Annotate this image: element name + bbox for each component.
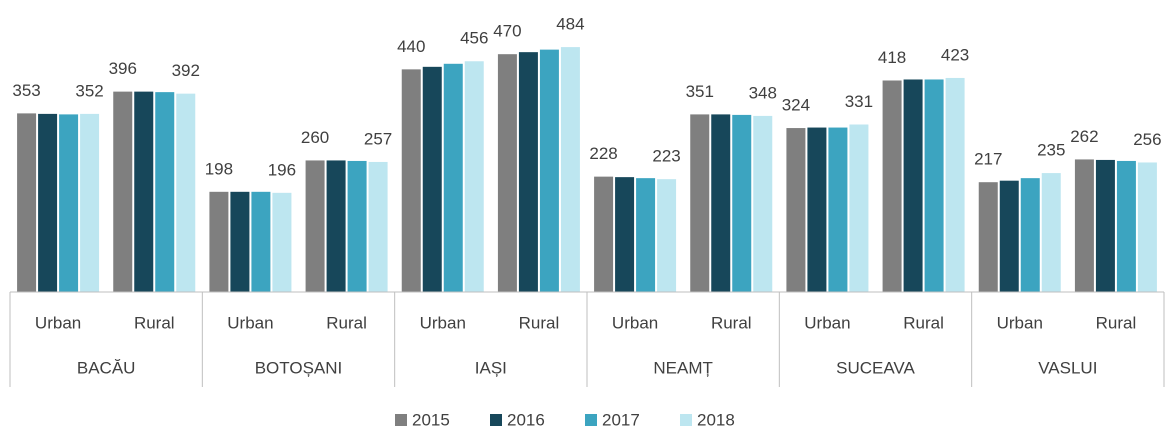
data-label: 353 xyxy=(12,81,40,100)
group-label: BACĂU xyxy=(77,358,136,377)
group-label: NEAMȚ xyxy=(653,358,713,377)
data-label: 223 xyxy=(652,147,680,166)
data-label: 456 xyxy=(460,29,488,48)
data-label: 423 xyxy=(941,45,969,64)
bar xyxy=(1137,162,1157,292)
bar xyxy=(176,93,196,292)
bar xyxy=(497,54,517,293)
bar xyxy=(251,191,271,292)
data-label: 348 xyxy=(749,83,777,102)
bar xyxy=(443,63,463,292)
bar xyxy=(518,52,538,292)
bar xyxy=(59,114,79,292)
bar xyxy=(690,114,710,292)
legend-label: 2018 xyxy=(697,410,735,429)
data-label: 440 xyxy=(397,37,425,56)
group-label: BOTOȘANI xyxy=(255,358,343,377)
bar xyxy=(732,114,752,293)
bar xyxy=(422,66,442,292)
legend-swatch xyxy=(395,414,407,426)
bar xyxy=(368,161,388,292)
bar xyxy=(807,127,827,292)
group-label: IAȘI xyxy=(475,358,507,377)
legend-label: 2016 xyxy=(507,410,545,429)
x-tick-label: Rural xyxy=(903,313,944,332)
data-label: 228 xyxy=(589,144,617,163)
bar xyxy=(849,124,869,292)
data-label: 196 xyxy=(268,160,296,179)
x-tick-label: Rural xyxy=(711,313,752,332)
x-tick-label: Rural xyxy=(1096,313,1137,332)
legend-swatch xyxy=(490,414,502,426)
x-tick-label: Urban xyxy=(420,313,466,332)
data-label: 324 xyxy=(782,96,810,115)
bar xyxy=(134,91,154,293)
data-label: 331 xyxy=(845,92,873,111)
data-label: 396 xyxy=(109,59,137,78)
bar xyxy=(1095,159,1115,292)
bar xyxy=(209,191,229,292)
data-label: 352 xyxy=(75,81,103,100)
bar xyxy=(945,77,965,292)
data-label: 470 xyxy=(493,22,521,41)
bar xyxy=(657,179,677,292)
x-tick-label: Urban xyxy=(997,313,1043,332)
group-label: SUCEAVA xyxy=(836,358,915,377)
bar xyxy=(401,69,421,292)
data-label: 260 xyxy=(301,128,329,147)
legend-swatch xyxy=(680,414,692,426)
bar xyxy=(113,91,133,293)
data-label: 217 xyxy=(974,150,1002,169)
bar xyxy=(999,180,1019,292)
bar xyxy=(828,127,848,292)
data-label: 257 xyxy=(364,129,392,148)
data-label: 484 xyxy=(556,15,584,34)
bar xyxy=(38,113,58,292)
x-tick-label: Rural xyxy=(326,313,367,332)
x-tick-label: Urban xyxy=(612,313,658,332)
data-label: 418 xyxy=(878,48,906,67)
bar xyxy=(347,160,367,292)
bar xyxy=(230,191,250,292)
x-tick-label: Urban xyxy=(804,313,850,332)
bar xyxy=(272,192,292,292)
bar xyxy=(711,114,731,292)
bar xyxy=(786,128,806,292)
bar xyxy=(560,47,580,292)
x-tick-label: Urban xyxy=(35,313,81,332)
x-tick-label: Urban xyxy=(227,313,273,332)
bar xyxy=(753,115,773,292)
legend-label: 2017 xyxy=(602,410,640,429)
bar xyxy=(1074,159,1094,292)
bar xyxy=(80,113,100,292)
bar xyxy=(1116,160,1136,292)
data-label: 351 xyxy=(686,82,714,101)
legend-swatch xyxy=(585,414,597,426)
bar xyxy=(978,182,998,292)
data-label: 392 xyxy=(172,61,200,80)
data-label: 256 xyxy=(1133,130,1161,149)
bar xyxy=(17,113,37,292)
bar xyxy=(636,178,656,292)
bar xyxy=(1020,178,1040,292)
group-label: VASLUI xyxy=(1038,358,1097,377)
bar xyxy=(464,61,484,292)
bar xyxy=(924,79,944,292)
bar xyxy=(155,92,175,292)
bar xyxy=(594,176,614,292)
bar xyxy=(539,49,559,292)
data-label: 262 xyxy=(1070,127,1098,146)
legend-label: 2015 xyxy=(412,410,450,429)
data-label: 198 xyxy=(205,159,233,178)
bar xyxy=(326,160,346,292)
x-tick-label: Rural xyxy=(134,313,175,332)
bar xyxy=(305,160,325,292)
x-tick-label: Rural xyxy=(519,313,560,332)
bar xyxy=(882,80,902,292)
bar xyxy=(903,79,923,292)
data-label: 235 xyxy=(1037,141,1065,160)
bar xyxy=(1041,173,1061,292)
bar xyxy=(615,177,635,292)
